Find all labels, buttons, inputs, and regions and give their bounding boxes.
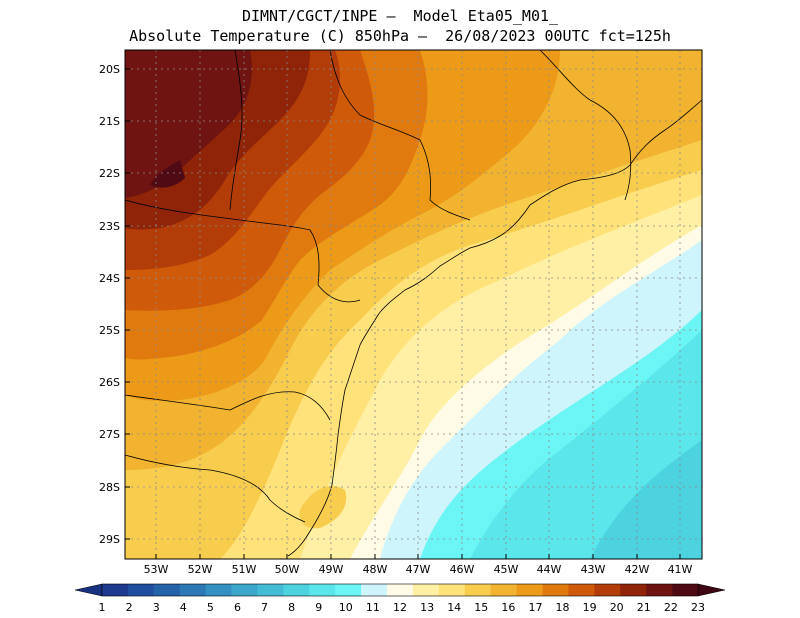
state-border-6 <box>229 50 243 211</box>
colorbar-label-9: 9 <box>315 601 322 614</box>
colorbar-label-18: 18 <box>556 601 570 614</box>
colorbar-label-8: 8 <box>288 601 295 614</box>
colorbar-box-11 <box>361 584 388 596</box>
field-interior-23 <box>150 160 185 188</box>
colorbar-box-15 <box>464 584 491 596</box>
lat-label-25s: 25S <box>99 324 120 337</box>
colorbar-box-10 <box>335 584 362 596</box>
colorbar-label-5: 5 <box>207 601 214 614</box>
colorbar-box-13 <box>412 584 440 596</box>
colorbar-box-12 <box>387 584 414 596</box>
longitude-labels: 53W 52W 51W 50W 49W 48W 47W 46W 45W 44W … <box>144 563 693 576</box>
latitude-labels: 20S 21S 22S 23S 24S 25S 26S 27S 28S 29S <box>99 63 120 546</box>
temperature-field <box>125 50 702 559</box>
lat-label-28s: 28S <box>99 481 120 494</box>
lon-label-44w: 44W <box>537 563 562 576</box>
colorbar-box-18 <box>542 584 569 596</box>
colorbar-box-22 <box>646 584 673 596</box>
lon-label-53w: 53W <box>144 563 169 576</box>
colorbar-label-7: 7 <box>261 601 268 614</box>
lat-label-26s: 26S <box>99 376 120 389</box>
colorbar-label-20: 20 <box>610 601 624 614</box>
colorbar-under-arrow <box>74 583 103 597</box>
field-sea-8 <box>590 440 702 559</box>
colorbar-box-21 <box>620 584 647 596</box>
colorbar-label-3: 3 <box>153 601 160 614</box>
lat-label-21s: 21S <box>99 115 120 128</box>
lat-label-24s: 24S <box>99 272 120 285</box>
lon-label-43w: 43W <box>581 563 606 576</box>
colorbar-box-20 <box>594 584 621 596</box>
colorbar-box-9 <box>309 584 336 596</box>
colorbar-over-arrow <box>697 583 726 597</box>
colorbar-box-8 <box>283 584 310 596</box>
state-border-4 <box>329 50 471 221</box>
colorbar-label-23: 23 <box>691 601 705 614</box>
colorbar-box-6 <box>231 584 258 596</box>
lon-label-42w: 42W <box>625 563 650 576</box>
colorbar-label-2: 2 <box>126 601 133 614</box>
lat-label-27s: 27S <box>99 428 120 441</box>
coastline <box>287 99 702 557</box>
colorbar-box-17 <box>516 584 543 596</box>
colorbar-box-23 <box>672 584 699 596</box>
colorbar-label-12: 12 <box>393 601 407 614</box>
colorbar-label-21: 21 <box>637 601 651 614</box>
colorbar-label-4: 4 <box>180 601 187 614</box>
map-title-line-2: Absolute Temperature (C) 850hPa – 26/08/… <box>129 27 671 45</box>
lat-label-22s: 22S <box>99 167 120 180</box>
map-title-line-1: DIMNT/CGCT/INPE – Model Eta05_M01_ <box>241 7 559 25</box>
lon-label-46w: 46W <box>450 563 475 576</box>
colorbar-label-6: 6 <box>234 601 241 614</box>
map-frame <box>124 49 703 560</box>
colorbar-label-15: 15 <box>474 601 488 614</box>
lon-label-50w: 50W <box>275 563 300 576</box>
colorbar-box-2 <box>127 584 155 596</box>
colorbar-box-14 <box>438 584 466 596</box>
lat-label-20s: 20S <box>99 63 120 76</box>
colorbar-label-11: 11 <box>366 601 380 614</box>
lon-label-51w: 51W <box>232 563 257 576</box>
field-coast-bay-15 <box>299 486 347 529</box>
colorbar-label-14: 14 <box>447 601 461 614</box>
lat-label-29s: 29S <box>99 533 120 546</box>
state-border-1 <box>125 199 361 303</box>
colorbar-box-3 <box>153 584 181 596</box>
colorbar-label-16: 16 <box>501 601 515 614</box>
lon-label-41w: 41W <box>668 563 693 576</box>
colorbar: 1 2 3 4 5 6 7 8 9 10 11 12 13 14 15 16 17 18 19 20 21 22 23 <box>74 583 726 614</box>
axis-ticks <box>125 68 681 559</box>
state-border-5 <box>539 50 632 201</box>
colorbar-label-10: 10 <box>339 601 353 614</box>
lon-label-49w: 49W <box>319 563 344 576</box>
colorbar-box-16 <box>490 584 517 596</box>
colorbar-label-13: 13 <box>420 601 434 614</box>
colorbar-label-17: 17 <box>529 601 543 614</box>
coastline-and-borders <box>125 50 702 557</box>
state-border-2 <box>125 391 331 421</box>
lat-label-23s: 23S <box>99 220 120 233</box>
lon-label-47w: 47W <box>406 563 431 576</box>
lon-label-45w: 45W <box>494 563 519 576</box>
field-interior-22 <box>125 50 252 198</box>
colorbar-box-1 <box>102 584 129 596</box>
colorbar-label-1: 1 <box>99 601 106 614</box>
colorbar-box-19 <box>568 584 595 596</box>
colorbar-box-7 <box>257 584 284 596</box>
colorbar-outline <box>101 583 699 597</box>
colorbar-box-5 <box>205 584 232 596</box>
lon-label-52w: 52W <box>188 563 213 576</box>
graticule <box>125 50 702 559</box>
colorbar-label-19: 19 <box>583 601 597 614</box>
lon-label-48w: 48W <box>363 563 388 576</box>
state-border-3 <box>125 454 306 523</box>
colorbar-box-4 <box>179 584 206 596</box>
colorbar-label-22: 22 <box>664 601 678 614</box>
